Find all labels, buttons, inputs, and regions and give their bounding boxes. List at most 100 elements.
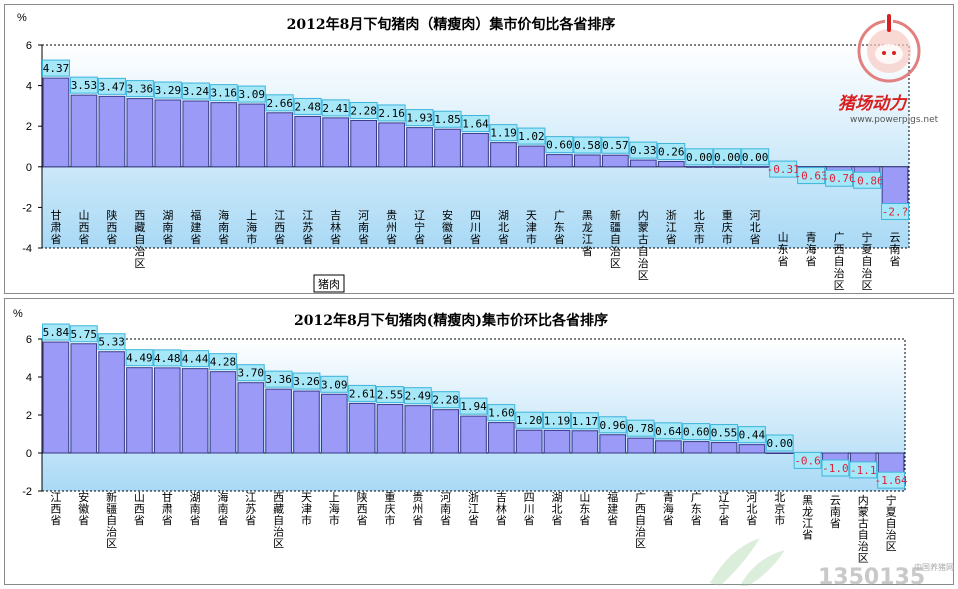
chart-ten-day-svg: 2012年8月下旬猪肉（精瘦肉）集市价旬比各省排序% -4 -2 0 2 4 6 4.37 甘肃… <box>17 12 910 293</box>
category-label: 重庆市 <box>722 208 733 246</box>
bar-14 <box>406 127 433 168</box>
value-label-box <box>236 364 265 382</box>
value-label-box <box>69 325 98 343</box>
bar-22 <box>629 159 657 168</box>
bar-5 <box>153 367 181 454</box>
value-label-box <box>431 391 460 409</box>
category-label: 天津市 <box>526 209 537 246</box>
value-label: 0.00 <box>742 151 769 164</box>
value-label: 2.55 <box>377 389 404 402</box>
value-label-box <box>737 426 766 444</box>
value-label: 1.17 <box>572 415 599 428</box>
category-label: 西藏自治区 <box>273 491 284 550</box>
category-label: 云南省 <box>890 231 901 268</box>
value-label-box <box>881 203 910 221</box>
value-label: 3.53 <box>71 79 98 92</box>
category-label: 吉林省 <box>330 209 341 246</box>
value-label-box <box>515 411 544 429</box>
value-label-box <box>461 115 490 133</box>
value-label: 3.29 <box>155 84 182 97</box>
category-label: 上海市 <box>329 491 340 527</box>
bar-25 <box>713 166 741 168</box>
value-label-box <box>321 99 350 117</box>
category-label: 甘肃省 <box>50 209 61 246</box>
y-tick-label: -4 <box>22 243 32 255</box>
value-label-box <box>125 80 154 98</box>
value-label: -0.6 <box>794 454 821 467</box>
value-label: 2.41 <box>322 102 349 115</box>
value-label: 0.96 <box>599 419 626 432</box>
bar-25 <box>710 442 738 454</box>
value-label-box <box>320 375 349 393</box>
pig-emblem-icon <box>857 14 921 83</box>
category-label: 河北省 <box>750 209 761 246</box>
category-label: 安徽省 <box>78 490 89 527</box>
bar-27 <box>766 452 794 454</box>
bar-26 <box>738 444 766 454</box>
logo: 猪场动力 www.powerpigs.net <box>838 14 939 125</box>
value-label-box <box>377 104 406 122</box>
value-label-box <box>42 323 70 341</box>
value-label-box <box>598 416 627 434</box>
category-label: 宁夏自治区 <box>886 493 897 553</box>
value-label: 5.84 <box>43 326 70 339</box>
watermark-number: 1350135 <box>818 565 925 588</box>
value-label: 2.16 <box>378 107 405 120</box>
value-label: -0.86 <box>850 174 883 187</box>
category-label: 湖北省 <box>552 491 563 527</box>
value-label-box <box>181 82 210 100</box>
category-label: 云南省 <box>830 494 841 530</box>
bar-1 <box>42 341 70 454</box>
value-label: 4.28 <box>210 356 237 369</box>
value-label: 3.36 <box>265 373 292 386</box>
value-label-box <box>209 84 238 102</box>
bar-20 <box>574 154 601 168</box>
value-label-box <box>570 412 599 430</box>
category-label: 广东省 <box>554 209 565 246</box>
value-label-box <box>853 171 882 189</box>
value-label: 3.26 <box>293 375 320 388</box>
bar-18 <box>515 429 543 454</box>
bar-21 <box>601 154 629 168</box>
value-label: 1.19 <box>544 414 571 427</box>
bar-10 <box>293 390 320 454</box>
category-label: 上海市 <box>246 209 257 246</box>
y-unit-label: % <box>17 12 27 24</box>
value-label-box <box>849 461 878 479</box>
watermark-leaf-icon <box>710 538 785 586</box>
y-tick-label: 2 <box>26 121 32 133</box>
chart-panel-ten-day: 2012年8月下旬猪肉（精瘦肉）集市价旬比各省排序% -4 -2 0 2 4 6 4.37 甘肃… <box>4 4 954 294</box>
category-label: 浙江省 <box>468 491 479 527</box>
chart-panel-month: 2012年8月下旬猪肉(精瘦肉)集市价环比各省排序% -2 0 2 4 6 5.84 江西省 5… <box>4 298 954 585</box>
bar-23 <box>655 440 682 454</box>
chart-month-svg: 2012年8月下旬猪肉(精瘦肉)集市价环比各省排序% -2 0 2 4 6 5.84 江西省 5… <box>13 308 908 565</box>
value-label-box <box>825 169 854 187</box>
bar-3 <box>98 95 126 168</box>
category-label: 黑龙江省 <box>582 209 593 258</box>
value-label-box <box>97 333 126 351</box>
category-label: 陕西省 <box>357 490 368 527</box>
category-label: 贵州省 <box>386 209 397 246</box>
category-label: 湖南省 <box>190 491 201 527</box>
bar-18 <box>518 145 545 168</box>
value-label-box <box>153 81 182 99</box>
category-label: 海南省 <box>218 208 229 246</box>
value-label: -1.64 <box>875 474 908 487</box>
y-tick-label: -2 <box>22 486 32 498</box>
y-tick-label: 6 <box>26 334 32 346</box>
category-label: 山西省 <box>134 491 145 527</box>
bar-13 <box>378 122 405 168</box>
value-label-box <box>713 148 742 166</box>
category-label: 内蒙古自治区 <box>858 493 869 565</box>
value-label: 1.64 <box>462 118 489 131</box>
value-label: 2.28 <box>350 105 377 118</box>
bar-24 <box>685 166 713 168</box>
value-label-box <box>489 124 518 142</box>
category-label: 山东省 <box>579 491 590 527</box>
bar-6 <box>181 368 209 454</box>
value-label: 1.93 <box>406 112 433 125</box>
value-label-box <box>545 136 574 154</box>
bar-21 <box>599 434 626 454</box>
bar-14 <box>404 405 432 454</box>
value-label-box <box>209 353 237 371</box>
